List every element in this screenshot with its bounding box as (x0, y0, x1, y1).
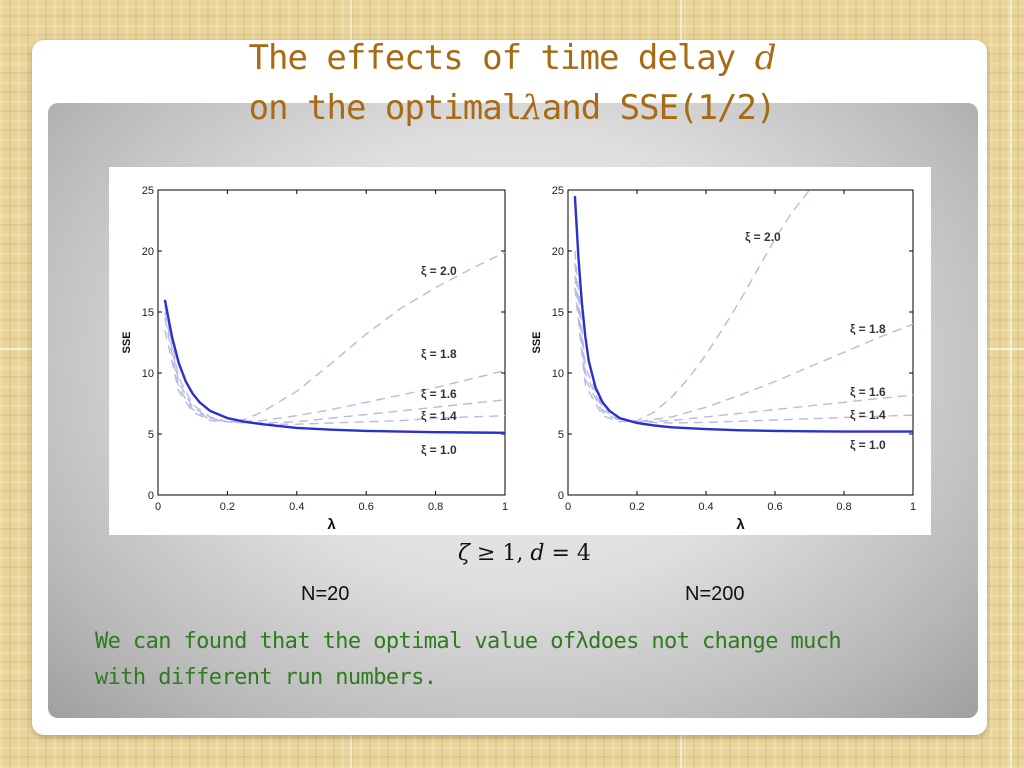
condition-formula: ζ ≥ 1, d = 4 (458, 541, 591, 566)
title-lambda: λ (521, 88, 543, 128)
x-tick-label: 0.8 (836, 501, 851, 513)
series-line (574, 275, 913, 423)
note-text: We can found that the optimal value of (95, 629, 576, 654)
sample-size-label-left: N=20 (301, 583, 350, 605)
x-tick-label: 0.2 (220, 501, 235, 513)
x-axis-label: λ (736, 516, 745, 533)
title-text: on the optimal (248, 88, 523, 128)
series-label: ξ = 1.0 (850, 438, 886, 452)
x-tick-label: 0 (155, 501, 161, 513)
y-tick-label: 20 (142, 246, 154, 258)
series-line (164, 251, 505, 423)
conclusion-note: We can found that the optimal value ofλd… (95, 624, 965, 696)
x-tick-label: 0 (565, 501, 571, 513)
plot-frame (567, 189, 914, 496)
y-tick-label: 10 (142, 368, 154, 380)
title-text: The effects of time delay (248, 38, 737, 78)
title-text: and SSE(1/2) (541, 88, 777, 128)
x-tick-label: 0.4 (698, 501, 713, 513)
title-variable-d: d (754, 38, 777, 78)
formula-d: d (530, 541, 545, 566)
series-label: ξ = 1.4 (850, 408, 886, 422)
note-text: with different run numbers. (95, 665, 437, 690)
y-tick-label: 15 (142, 307, 154, 319)
series-label: ξ = 1.4 (421, 409, 457, 423)
x-tick-label: 1 (910, 501, 916, 513)
series-label: ξ = 2.0 (421, 264, 457, 278)
background-grid-line (1010, 0, 1012, 768)
y-tick-label: 5 (148, 429, 154, 441)
x-tick-label: 1 (502, 501, 508, 513)
y-axis-label: SSE (531, 331, 543, 353)
sample-size-label-right: N=200 (685, 583, 745, 605)
y-tick-label: 0 (148, 490, 154, 502)
series-label: ξ = 1.8 (421, 347, 457, 361)
series-label: ξ = 1.6 (421, 387, 457, 401)
note-lambda: λ (575, 629, 589, 654)
y-tick-label: 0 (558, 490, 564, 502)
y-tick-label: 20 (552, 246, 564, 258)
series-label: ξ = 1.8 (850, 322, 886, 336)
y-tick-label: 25 (552, 185, 564, 197)
slide-title-line-2: on the optimalλand SSE(1/2) (0, 83, 1024, 133)
series-label: ξ = 2.0 (745, 230, 781, 244)
series-line (574, 190, 811, 423)
series-label: ξ = 1.0 (421, 443, 457, 457)
y-tick-label: 15 (552, 307, 564, 319)
note-text: does not change much (588, 629, 842, 654)
series-line (164, 311, 505, 424)
slide-title-line-1: The effects of time delay d (0, 33, 1024, 83)
x-tick-label: 0.6 (359, 501, 374, 513)
formula-text: = 4 (551, 541, 591, 566)
y-tick-label: 25 (142, 185, 154, 197)
x-tick-label: 0.2 (629, 501, 644, 513)
series-line (164, 317, 505, 423)
series-line (163, 299, 505, 434)
x-tick-label: 0.8 (428, 501, 443, 513)
formula-zeta: ζ (458, 541, 470, 566)
series-line (164, 305, 505, 425)
x-tick-label: 0.4 (289, 501, 304, 513)
series-line (573, 196, 913, 433)
y-tick-label: 10 (552, 368, 564, 380)
x-axis-label: λ (327, 516, 336, 533)
figure-panel: 0 0.2 0.4 0.6 0.8 1 0 5 10 15 20 25 λ SSE ξ = 2.0 ξ = 1… (109, 167, 931, 535)
series-line (574, 250, 913, 424)
x-tick-label: 0.6 (767, 501, 782, 513)
series-label: ξ = 1.6 (850, 385, 886, 399)
formula-text: ≥ 1, (476, 541, 524, 566)
y-axis-label: SSE (121, 331, 133, 353)
plot-frame (157, 189, 506, 496)
series-line (574, 263, 913, 423)
y-tick-label: 5 (558, 429, 564, 441)
